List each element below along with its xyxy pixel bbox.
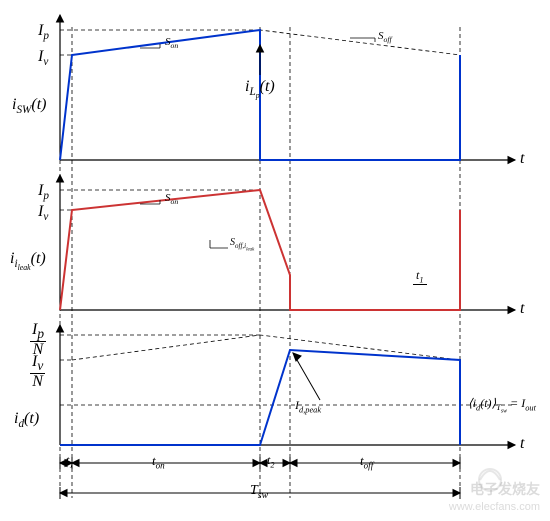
label-t-2: t	[520, 300, 524, 318]
label-IvN: Iv N	[30, 354, 45, 390]
label-Soff-1: Soff	[378, 30, 392, 44]
label-Ip-2: Ip	[38, 182, 49, 202]
label-avg-iout: ⟨id(t)⟩Tsw = Iout	[468, 396, 536, 415]
label-t1-dim: t1	[66, 453, 74, 469]
label-id: id(t)	[14, 410, 39, 430]
label-t1-mark: t1	[413, 268, 427, 285]
label-t-3: t	[520, 435, 524, 453]
label-isw: iSW(t)	[12, 96, 46, 116]
label-Idpeak: Id,peak	[295, 398, 321, 414]
label-Iv-2: Iv	[38, 203, 48, 223]
label-Ip-1: Ip	[38, 22, 49, 42]
label-toff: toff	[360, 453, 373, 471]
label-ileak: iileak(t)	[10, 250, 46, 272]
label-ton: ton	[152, 453, 165, 471]
label-Iv-1: Iv	[38, 48, 48, 68]
label-t-1: t	[520, 150, 524, 168]
label-Son-2: Son	[165, 192, 178, 206]
label-t2-dim: t2	[267, 453, 275, 469]
waveform-diagram	[0, 0, 550, 521]
label-iLp: iLp(t)	[245, 78, 275, 100]
watermark-line1: 电子发烧友	[470, 479, 540, 499]
label-Son-1: Son	[165, 36, 178, 50]
watermark-line2: www.elecfans.com	[449, 501, 540, 513]
label-Soff-ileak: Soff,ileak	[230, 237, 254, 252]
label-Tsw: Tsw	[250, 483, 268, 501]
